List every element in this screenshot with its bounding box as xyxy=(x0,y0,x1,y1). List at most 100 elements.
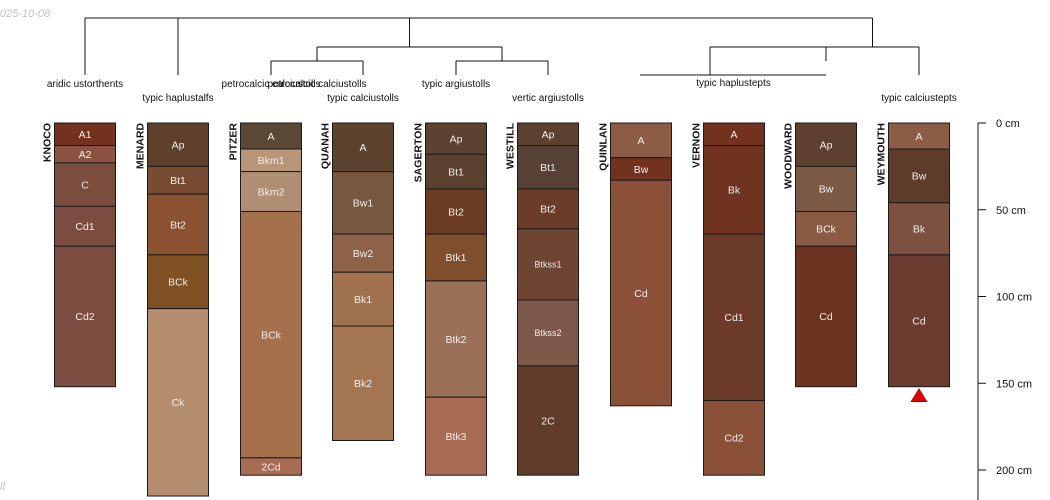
horizon-a xyxy=(888,122,950,150)
horizon-bk xyxy=(703,145,765,235)
horizon-ck xyxy=(147,308,209,497)
horizon-label: Bw xyxy=(634,164,649,176)
horizon-label: Bw xyxy=(819,184,834,196)
horizon-label: Btkss2 xyxy=(534,328,561,338)
horizon-label: Btkss1 xyxy=(534,260,561,270)
profile-name: QUINLAN xyxy=(598,123,610,171)
profile-menard: Ap Bt1 Bt2 BCk Ck MENARD typic haplustalfs xyxy=(135,93,214,497)
horizon-label: A xyxy=(637,135,644,147)
horizon-label: Ap xyxy=(172,139,185,151)
horizon-cd xyxy=(795,245,857,388)
profile-knoco: A1 A2 C Cd1 Cd2 KNOCO aridic ustorthents xyxy=(42,79,123,388)
horizon-label: A2 xyxy=(79,149,92,161)
horizon-label: Cd1 xyxy=(75,221,94,233)
horizon-cd xyxy=(888,254,950,388)
profile-weymouth: A Bw Bk Cd WEYMOUTH typic calciustepts xyxy=(876,93,957,388)
horizon-btkss2 xyxy=(517,299,579,367)
horizon-bt2 xyxy=(425,188,487,235)
horizon-label: Ap xyxy=(542,129,555,141)
taxon-label: petrocalcic calciustolls xyxy=(222,79,321,90)
horizon-bck xyxy=(240,210,302,459)
warning-triangle-icon xyxy=(910,388,928,403)
depth-tick-label: 0 cm xyxy=(996,118,1020,130)
horizon-bk1 xyxy=(332,271,394,327)
horizon-ap xyxy=(425,122,487,155)
horizon-label: Bt1 xyxy=(448,166,464,178)
profile-name: SAGERTON xyxy=(413,123,425,182)
horizon-a xyxy=(332,122,394,173)
horizon-label: Cd2 xyxy=(75,311,94,323)
taxon-label: typic argiustolls xyxy=(422,79,490,90)
horizon-bw1 xyxy=(332,171,394,235)
horizon-label: A xyxy=(267,131,274,143)
depth-tick-label: 50 cm xyxy=(996,205,1026,217)
horizon-btk2 xyxy=(425,280,487,398)
profile-sagerton: Ap Bt1 Bt2 Btk1 Btk2 Btk3 SAGERTON typic argius… xyxy=(413,79,490,476)
horizon-label: BCk xyxy=(816,224,837,236)
horizon-label: Bt1 xyxy=(540,162,556,174)
horizon-label: Bw2 xyxy=(353,248,374,260)
horizon-cd2 xyxy=(703,400,765,476)
profile-name: WOODWARD xyxy=(783,123,795,189)
horizon-label: Bk xyxy=(913,224,926,236)
profile-westill: Ap Bt1 Bt2 Btkss1 Btkss2 2C WESTILL vertic argi… xyxy=(505,93,584,476)
horizon-label: Bkm1 xyxy=(258,155,285,167)
horizon-label: Bk2 xyxy=(354,378,372,390)
horizon-bt2 xyxy=(147,193,209,256)
horizon-2cd xyxy=(240,457,302,476)
taxon-label: typic calciustolls xyxy=(327,93,399,104)
horizon-bt1 xyxy=(147,165,209,195)
horizon-label: Bt2 xyxy=(448,206,464,218)
horizon-label: Cd2 xyxy=(724,433,743,445)
depth-axis: 0 cm 50 cm 100 cm 150 cm 200 cm xyxy=(977,118,1032,500)
horizon-2c xyxy=(517,365,579,476)
horizon-label: Bk xyxy=(728,185,741,197)
horizon-ap xyxy=(795,122,857,167)
horizon-bkm2 xyxy=(240,171,302,212)
horizon-btkss1 xyxy=(517,228,579,301)
horizon-label: BCk xyxy=(168,277,189,289)
horizon-bw2 xyxy=(332,233,394,273)
horizon-label: 2C xyxy=(541,415,555,427)
horizon-bt1 xyxy=(425,153,487,190)
profile-name: WESTILL xyxy=(505,122,517,169)
horizon-label: Btk2 xyxy=(445,334,466,346)
horizon-label: A xyxy=(359,142,366,154)
profile-name: WEYMOUTH xyxy=(876,123,888,185)
horizon-label: A1 xyxy=(79,129,92,141)
profile-quanah: A Bw1 Bw2 Bk1 Bk2 QUANAH typic calciustolls xyxy=(320,93,399,442)
horizon-label: Bt2 xyxy=(540,204,556,216)
horizon-ap xyxy=(147,122,209,167)
horizon-c xyxy=(54,162,116,207)
horizon-cd xyxy=(610,179,672,407)
taxon-group-label: typic haplustepts xyxy=(696,78,771,89)
horizon-label: A xyxy=(915,131,922,143)
horizon-bw xyxy=(888,148,950,204)
horizon-bck xyxy=(795,210,857,247)
horizon-bt2 xyxy=(517,188,579,230)
horizon-btk1 xyxy=(425,233,487,282)
horizon-label: Cd xyxy=(634,288,648,300)
horizon-label: Bw xyxy=(912,171,927,183)
taxon-label: vertic argiustolls xyxy=(512,93,584,104)
horizon-label: Btk1 xyxy=(445,252,466,264)
horizon-bt1 xyxy=(517,145,579,190)
horizon-label: Cd xyxy=(912,316,926,328)
profile-name: KNOCO xyxy=(42,123,54,162)
depth-tick-label: 100 cm xyxy=(996,292,1032,304)
depth-tick-label: 200 cm xyxy=(996,465,1032,477)
horizon-label: Ap xyxy=(820,139,833,151)
profile-name: VERNON xyxy=(691,123,703,168)
depth-tick-label: 150 cm xyxy=(996,378,1032,390)
date-stamp: 025-10-08 xyxy=(0,8,51,20)
horizon-label: Ck xyxy=(172,397,186,409)
horizon-label: Bkm2 xyxy=(258,186,285,198)
horizon-label: Bt2 xyxy=(170,219,186,231)
horizon-bk xyxy=(888,202,950,256)
profile-name: PITZER xyxy=(228,123,240,161)
horizon-label: Bw1 xyxy=(353,198,374,210)
taxon-label: typic calciustepts xyxy=(881,93,957,104)
horizon-label: BCk xyxy=(261,329,282,341)
horizon-cd1 xyxy=(703,233,765,402)
